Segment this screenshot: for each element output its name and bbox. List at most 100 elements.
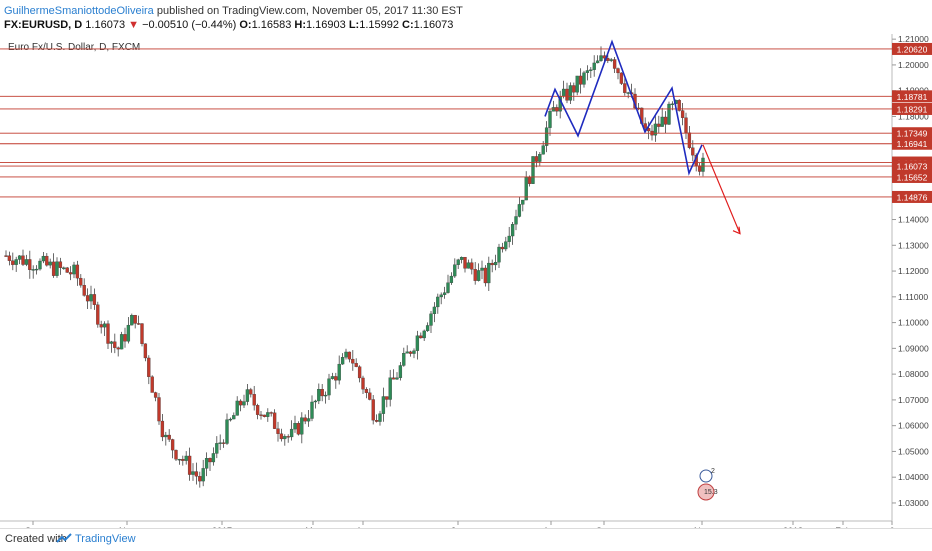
price-tick-label: 1.08000 — [898, 369, 929, 379]
event-badges[interactable]: 215.3 — [697, 468, 718, 501]
candle-body — [306, 418, 311, 422]
candle-body — [41, 255, 46, 262]
level-label-bg — [892, 90, 932, 103]
price-tick-label: 1.11000 — [898, 292, 928, 302]
candle-body — [568, 85, 573, 101]
event-icon[interactable] — [699, 469, 713, 483]
time-tick-label: Aug — [543, 526, 559, 528]
projection-arrow[interactable] — [702, 144, 741, 235]
candle-body — [232, 415, 236, 420]
candle-body — [330, 376, 335, 379]
time-tick-label: Sep — [596, 526, 612, 528]
candle-body — [72, 264, 76, 275]
candle-body — [320, 389, 324, 397]
candle-body — [85, 295, 90, 302]
time-tick-label: Jun — [451, 526, 466, 528]
candle-body — [167, 434, 171, 440]
candle-body — [334, 376, 338, 381]
level-label-bg — [892, 190, 932, 203]
candle-body — [157, 397, 161, 422]
candle-body — [599, 55, 603, 61]
candle-body — [609, 59, 613, 61]
pattern-drawing[interactable] — [544, 39, 703, 176]
candle-body — [619, 72, 624, 84]
candle-body — [102, 323, 107, 328]
candle-body — [31, 269, 35, 271]
candle-body — [405, 351, 409, 354]
candle-body — [514, 216, 518, 225]
projection-line[interactable] — [702, 144, 741, 234]
candle-body — [14, 259, 18, 265]
candle-body — [300, 417, 304, 435]
candle-body — [422, 330, 426, 339]
candle-body — [527, 177, 532, 184]
price-tick-label: 1.10000 — [898, 318, 929, 328]
last-price: 1.16073 — [85, 19, 126, 31]
candle-body — [616, 68, 620, 74]
candle-body — [354, 363, 358, 367]
candle-body — [133, 314, 137, 324]
candle-body — [28, 259, 32, 270]
candle-body — [572, 85, 576, 93]
candle-body — [96, 304, 100, 325]
candle-body — [17, 255, 22, 260]
candle-body — [279, 433, 284, 440]
candle-body — [371, 399, 375, 421]
candle-body — [507, 235, 511, 242]
candle-body — [670, 103, 675, 105]
candle-body — [174, 449, 178, 460]
level-label: 1.16941 — [897, 139, 928, 149]
candle-body — [412, 350, 416, 354]
author-link[interactable]: GuilhermeSmaniottodeOliveira — [4, 5, 154, 17]
time-tick-label: Feb — [835, 526, 851, 528]
candle-body — [177, 458, 182, 461]
candle-body — [140, 323, 144, 344]
candle-body — [439, 294, 443, 298]
candle-body — [510, 224, 515, 237]
price-chart[interactable]: Euro Fx/U.S. Dollar, D, FXCM 1.03000 1.04… — [0, 34, 932, 528]
pattern-line[interactable] — [544, 39, 703, 176]
flag-event-icon[interactable] — [697, 483, 715, 501]
candle-body — [548, 111, 552, 128]
candle-body — [595, 60, 600, 64]
candle-body — [391, 377, 396, 380]
time-tick-label: Nov — [694, 526, 711, 528]
open-label: O: — [239, 19, 252, 31]
candle-body — [687, 132, 692, 148]
candle-body — [531, 156, 535, 184]
candle-body — [582, 72, 586, 85]
candle-body — [684, 117, 688, 133]
time-axis[interactable]: Sep Nov 2017 Mar Apr Jun Aug Sep Nov 2018 Feb 6 — [25, 521, 895, 528]
candle-body — [490, 262, 494, 266]
candle-body — [276, 428, 280, 434]
candle-body — [153, 392, 158, 398]
low-label: L: — [348, 19, 360, 31]
chart-title: Euro Fx/U.S. Dollar, D, FXCM — [8, 42, 140, 53]
candle-body — [252, 394, 256, 406]
level-label: 1.17349 — [897, 129, 928, 139]
candle-body — [283, 436, 287, 440]
candle-body — [245, 389, 250, 402]
candle-body — [575, 75, 579, 93]
candle-body — [181, 458, 185, 461]
candle-body — [395, 377, 399, 380]
price-tick-label: 1.05000 — [898, 446, 929, 456]
footer: Created with TradingView — [0, 528, 932, 551]
candle-body — [497, 246, 501, 263]
high-value: 1.16903 — [306, 19, 346, 31]
symbol-label[interactable]: FX:EURUSD, D — [4, 19, 83, 31]
candle-body — [21, 255, 25, 265]
time-tick-label: Nov — [119, 526, 136, 528]
candle-body — [266, 412, 270, 417]
level-label: 1.16073 — [897, 162, 928, 172]
candle-body — [215, 443, 219, 454]
candle-body — [130, 314, 134, 326]
tradingview-brand[interactable]: TradingView — [75, 533, 136, 545]
candle-body — [45, 255, 49, 266]
close-value: 1.16073 — [413, 19, 454, 31]
candle-body — [204, 458, 209, 469]
candle-body — [337, 363, 341, 381]
candle-body — [68, 272, 73, 275]
candle-body — [4, 255, 8, 257]
candle-body — [106, 323, 110, 344]
